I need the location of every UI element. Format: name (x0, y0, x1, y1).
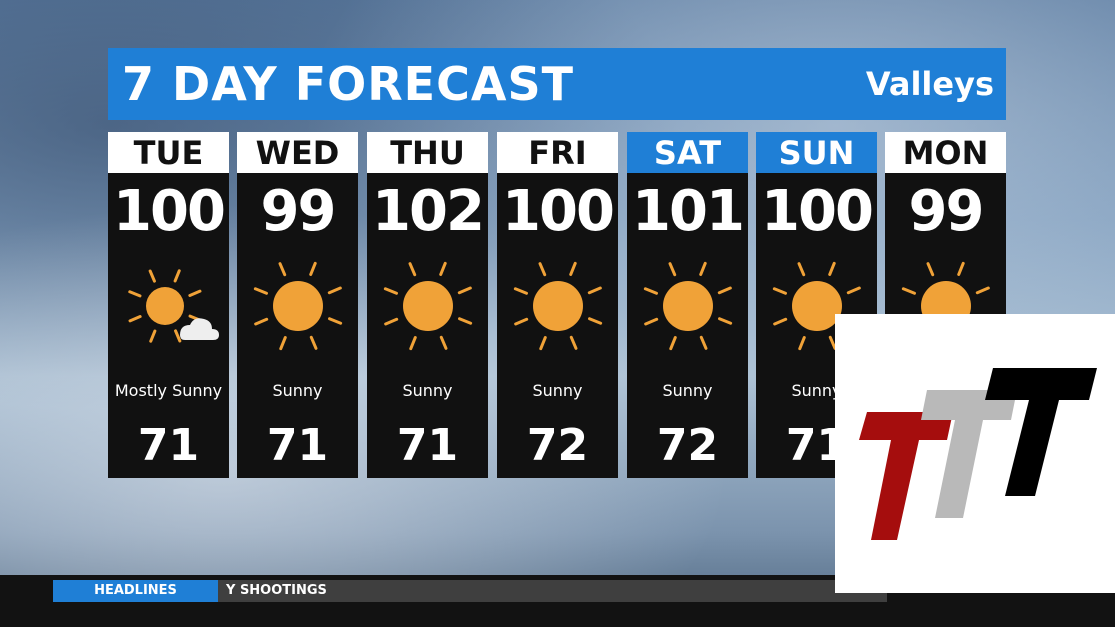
low-temp: 71 (137, 420, 200, 471)
day-column-fri: FRI 100 Sunny 72 (497, 132, 618, 478)
condition-text: Sunny (791, 381, 842, 400)
sun-icon (497, 251, 618, 361)
high-temp: 102 (372, 179, 485, 244)
day-column-thu: THU 102 Sunny 71 (367, 132, 488, 478)
day-label: MON (885, 132, 1006, 173)
day-label: WED (237, 132, 358, 173)
day-label: SUN (756, 132, 877, 173)
low-temp: 72 (526, 420, 589, 471)
high-temp: 99 (260, 179, 337, 244)
region-label: Valleys (865, 65, 994, 103)
day-column-tue: TUE 100 Mostly Sunny 71 (108, 132, 229, 478)
day-label: THU (367, 132, 488, 173)
sun-icon (627, 251, 748, 361)
headlines-label: HEADLINES (53, 580, 218, 602)
condition-text: Sunny (662, 381, 713, 400)
condition-text: Sunny (272, 381, 323, 400)
sun-icon (237, 251, 358, 361)
forecast-title: 7 DAY FORECAST (122, 57, 574, 111)
condition-text: Sunny (532, 381, 583, 400)
day-column-sun: SUN 100 Sunny 71 (756, 132, 877, 478)
condition-text: Mostly Sunny (114, 381, 223, 400)
day-column-wed: WED 99 Sunny 71 (237, 132, 358, 478)
low-temp: 71 (266, 420, 329, 471)
condition-text: Sunny (402, 381, 453, 400)
high-temp: 100 (113, 179, 226, 244)
high-temp: 100 (761, 179, 874, 244)
sun-cloud-icon (108, 251, 229, 361)
channel-logo (835, 314, 1115, 593)
day-label: TUE (108, 132, 229, 173)
high-temp: 101 (632, 179, 745, 244)
sun-icon (367, 251, 488, 361)
low-temp: 71 (396, 420, 459, 471)
day-column-sat: SAT 101 Sunny 72 (627, 132, 748, 478)
forecast-header: 7 DAY FORECAST Valleys (108, 48, 1006, 120)
high-temp: 99 (908, 179, 985, 244)
day-label: SAT (627, 132, 748, 173)
ticker-crawl: Y SHOOTINGS (218, 580, 887, 602)
low-temp: 72 (656, 420, 719, 471)
day-label: FRI (497, 132, 618, 173)
high-temp: 100 (502, 179, 615, 244)
